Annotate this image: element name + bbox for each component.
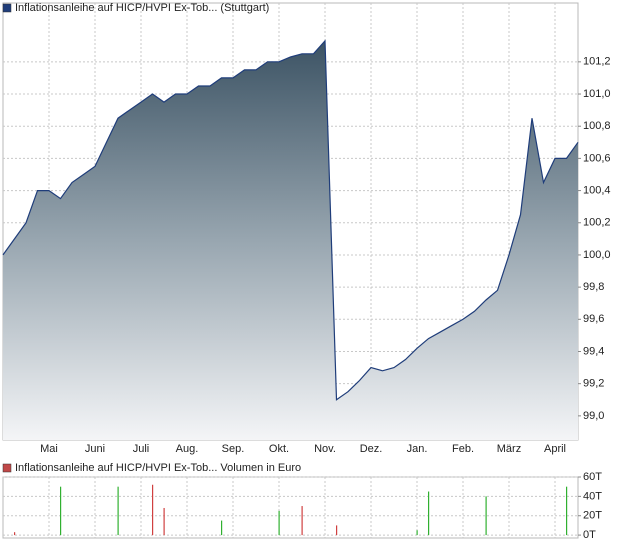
x-tick-label: Sep. [222,443,245,455]
x-tick-label: Jan. [407,443,428,455]
volume-bar [221,520,223,536]
y-tick-label: 100,2 [583,217,611,229]
x-tick-label: Aug. [176,443,199,455]
x-tick-label: Okt. [269,443,289,455]
y-tick-label: 60T [583,471,602,483]
plot-frame [2,476,579,539]
volume-bar [301,506,303,536]
y-tick-label: 99,0 [583,410,604,422]
volume-bar [117,486,119,536]
y-tick-label: 100,0 [583,249,611,261]
x-tick-label: Juli [133,443,150,455]
y-tick-label: 100,6 [583,152,611,164]
x-tick-label: Feb. [452,443,474,455]
volume-bar [14,532,16,536]
volume-bar [278,510,280,536]
volume-bar [566,486,568,536]
y-tick-label: 99,8 [583,281,604,293]
y-tick-label: 20T [583,510,602,522]
y-tick-label: 100,8 [583,120,611,132]
y-tick-label: 99,6 [583,313,604,325]
y-tick-label: 99,2 [583,378,604,390]
legend-label: Inflationsanleihe auf HICP/HVPI Ex-Tob..… [15,462,301,474]
volume-bar [416,530,418,536]
legend-label: Inflationsanleihe auf HICP/HVPI Ex-Tob..… [15,2,269,14]
x-tick-label: Juni [85,443,105,455]
volume-bar [336,525,338,536]
volume-bar [163,507,165,536]
volume-bar [428,491,430,536]
legend-swatch [2,3,12,13]
x-tick-label: Nov. [314,443,336,455]
y-tick-label: 101,0 [583,88,611,100]
price-line [2,39,579,401]
x-tick-label: März [497,443,521,455]
y-tick-label: 101,2 [583,56,611,68]
legend-swatch [2,463,12,473]
y-tick-label: 0T [583,529,596,541]
y-tick-label: 99,4 [583,345,604,357]
x-tick-label: Mai [40,443,58,455]
x-tick-label: April [544,443,566,455]
volume-bar [60,486,62,536]
volume-bar [152,484,154,536]
y-tick-label: 100,4 [583,184,611,196]
area-fill [3,40,578,441]
volume-bar [485,496,487,536]
x-tick-label: Dez. [360,443,383,455]
y-tick-label: 40T [583,490,602,502]
